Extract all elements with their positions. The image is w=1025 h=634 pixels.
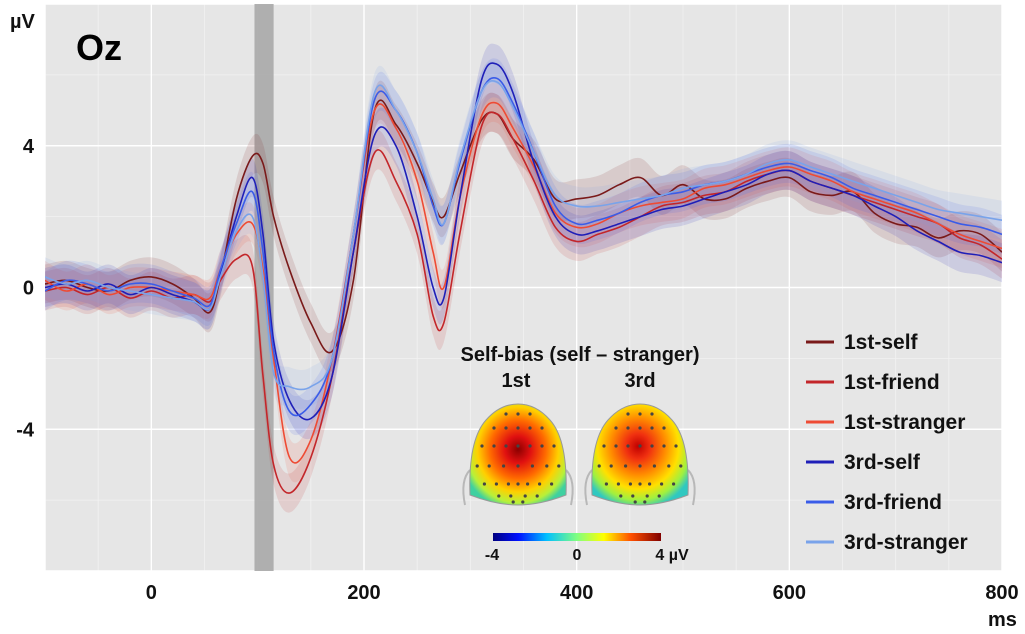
colorbar-tick-mid: 0 xyxy=(573,547,582,564)
legend-label-3rd-stranger: 3rd-stranger xyxy=(844,531,968,554)
colorbar xyxy=(493,533,661,541)
channel-label: Oz xyxy=(76,27,122,68)
topomap-1st xyxy=(462,403,574,506)
x-tick-label: 600 xyxy=(773,582,806,604)
band-1st-friend xyxy=(45,92,1002,513)
colorbar-tick-max: 4 µV xyxy=(655,547,689,564)
line-1st-self xyxy=(45,99,1002,354)
topomap-label-3rd: 3rd xyxy=(624,370,655,392)
legend: 1st-self 1st-friend 1st-stranger 3rd-self 3r… xyxy=(806,331,968,554)
inset-title: Self-bias (self – stranger) xyxy=(461,344,700,366)
topomap-inset: Self-bias (self – stranger) 1st 3rd -4 0… xyxy=(461,344,700,564)
x-tick-label: 200 xyxy=(347,582,380,604)
topomap-label-1st: 1st xyxy=(502,370,531,392)
band-3rd-self xyxy=(45,43,1002,440)
legend-label-1st-stranger: 1st-stranger xyxy=(844,411,965,434)
colorbar-tick-min: -4 xyxy=(485,547,499,564)
y-tick-label: -4 xyxy=(16,419,35,441)
y-tick-labels: 4 0 -4 xyxy=(16,136,35,442)
legend-label-3rd-friend: 3rd-friend xyxy=(844,491,942,514)
y-axis-unit: µV xyxy=(10,11,36,33)
y-tick-label: 4 xyxy=(23,136,35,158)
x-axis-unit: ms xyxy=(988,609,1017,631)
x-tick-label: 400 xyxy=(560,582,593,604)
legend-label-1st-self: 1st-self xyxy=(844,331,919,354)
line-1st-stranger xyxy=(45,101,1002,464)
x-tick-labels: 0 200 400 600 800 xyxy=(146,582,1019,604)
x-tick-label: 800 xyxy=(985,582,1018,604)
y-tick-label: 0 xyxy=(23,278,34,300)
line-3rd-stranger xyxy=(45,80,1002,391)
legend-label-3rd-self: 3rd-self xyxy=(844,451,921,474)
x-tick-label: 0 xyxy=(146,582,157,604)
band-3rd-friend xyxy=(45,58,1002,436)
topomap-3rd xyxy=(584,403,696,506)
erp-lines xyxy=(45,62,1002,494)
band-1st-self xyxy=(45,80,1002,373)
legend-label-1st-friend: 1st-friend xyxy=(844,371,940,394)
band-3rd-stranger xyxy=(45,61,1002,409)
